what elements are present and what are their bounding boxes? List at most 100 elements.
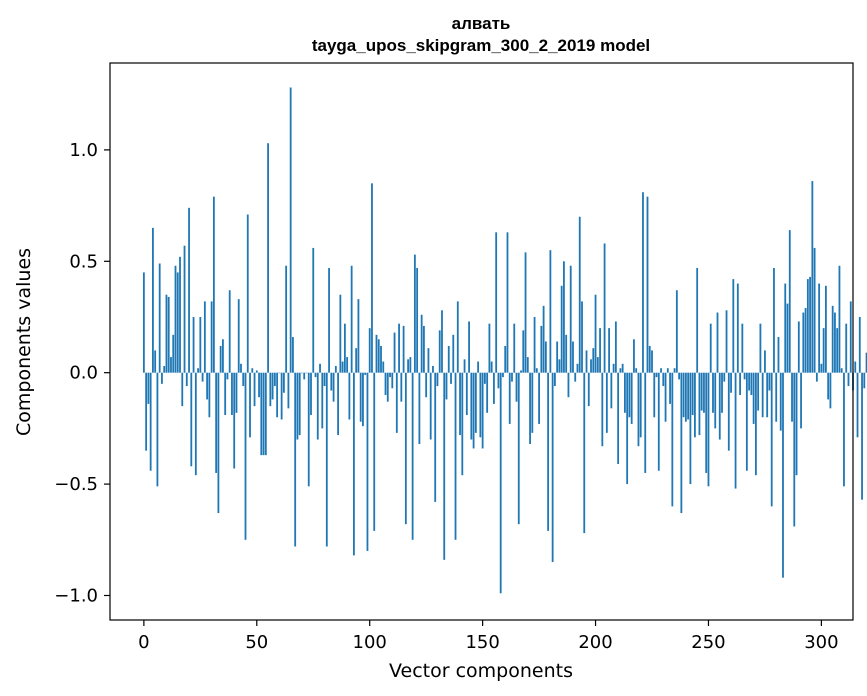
bar [585, 350, 588, 373]
bar [447, 345, 450, 373]
bar [836, 328, 839, 373]
x-tick-label: 100 [353, 632, 387, 653]
bar [775, 372, 778, 422]
chart-title-line-2: tayga_upos_skipgram_300_2_2019 model [312, 36, 650, 55]
bar [463, 359, 466, 373]
bar [815, 372, 818, 382]
bar [222, 339, 224, 373]
bar [592, 348, 595, 373]
bar [436, 372, 439, 387]
bar [413, 254, 416, 373]
bar [845, 323, 848, 373]
bar [750, 372, 753, 395]
bar [563, 261, 565, 373]
bar [732, 279, 735, 373]
bar [856, 372, 859, 438]
bar [764, 350, 766, 373]
bar [531, 372, 534, 433]
bar [362, 372, 364, 427]
bar [696, 267, 699, 373]
bar [662, 372, 665, 387]
bar [542, 305, 545, 373]
bar [474, 372, 477, 433]
bar [544, 341, 547, 373]
bar [325, 372, 328, 547]
bar [499, 372, 502, 594]
bar [355, 348, 358, 373]
bar [459, 372, 461, 436]
bar [280, 372, 283, 420]
bar [176, 272, 179, 373]
bar [560, 285, 563, 373]
bar [228, 290, 231, 373]
bar [465, 372, 468, 416]
bar [251, 368, 254, 373]
bar [285, 265, 288, 373]
bar [477, 361, 480, 373]
bar [840, 368, 843, 373]
plot-frame [109, 62, 854, 621]
bar [163, 366, 166, 373]
bar [314, 372, 317, 378]
bar [605, 372, 608, 433]
bar [357, 299, 360, 373]
bar [192, 316, 195, 373]
bar [411, 372, 414, 540]
bar [233, 372, 236, 469]
bar [515, 372, 518, 402]
bar [601, 372, 604, 447]
bar [377, 339, 380, 373]
bar [253, 372, 256, 407]
bar [495, 232, 498, 373]
bar [806, 279, 809, 373]
bar [648, 345, 651, 373]
bar [788, 230, 791, 373]
bar [479, 372, 482, 438]
bar [736, 283, 739, 373]
bar [395, 372, 398, 433]
bar [865, 352, 867, 373]
bar [321, 372, 324, 429]
bar [262, 372, 265, 456]
bar [791, 372, 793, 422]
bar [312, 247, 315, 373]
bar [834, 312, 836, 373]
bar [425, 372, 428, 398]
bar [818, 283, 821, 373]
bar [393, 332, 396, 373]
bar [777, 337, 780, 373]
bar [565, 334, 568, 373]
bar [707, 372, 710, 487]
bar [655, 372, 658, 378]
bar [596, 357, 599, 373]
bar [587, 372, 590, 407]
bar [660, 368, 662, 373]
bar [811, 181, 814, 373]
bar [165, 294, 168, 373]
bar [511, 372, 513, 382]
bar [526, 357, 529, 373]
bar [170, 357, 172, 373]
bar [142, 272, 145, 373]
bar [185, 372, 188, 387]
bar [481, 372, 484, 449]
bar [382, 361, 385, 373]
bar [305, 372, 308, 374]
bar [813, 247, 816, 373]
bar [456, 301, 459, 373]
bar [614, 321, 617, 373]
bar [332, 372, 335, 402]
bar [391, 372, 394, 389]
bar [829, 372, 832, 409]
bar [831, 305, 834, 373]
bar [741, 323, 744, 373]
bar [407, 359, 410, 373]
bar [581, 301, 583, 373]
bar [766, 372, 769, 418]
bar [328, 267, 330, 373]
bar [348, 372, 351, 420]
bar [246, 214, 249, 373]
bar [551, 372, 554, 563]
y-tick-label: −0.5 [54, 474, 98, 495]
bar [154, 350, 157, 373]
